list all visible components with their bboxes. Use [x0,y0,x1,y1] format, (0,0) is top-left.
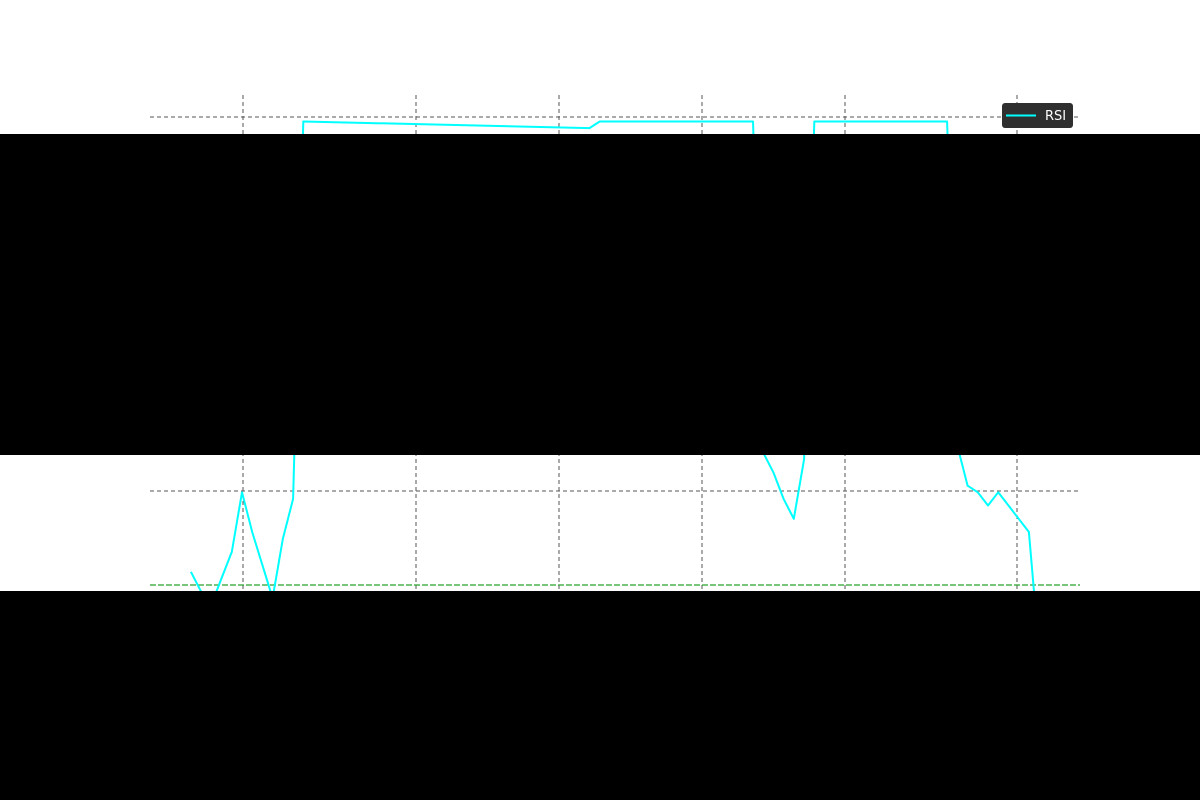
legend: RSI [1002,103,1073,128]
redaction-band-top [0,134,1200,455]
legend-box [1002,103,1073,128]
redaction-overlays [0,134,1200,800]
legend-label: RSI [1045,109,1066,124]
redaction-band-bottom [0,591,1200,800]
